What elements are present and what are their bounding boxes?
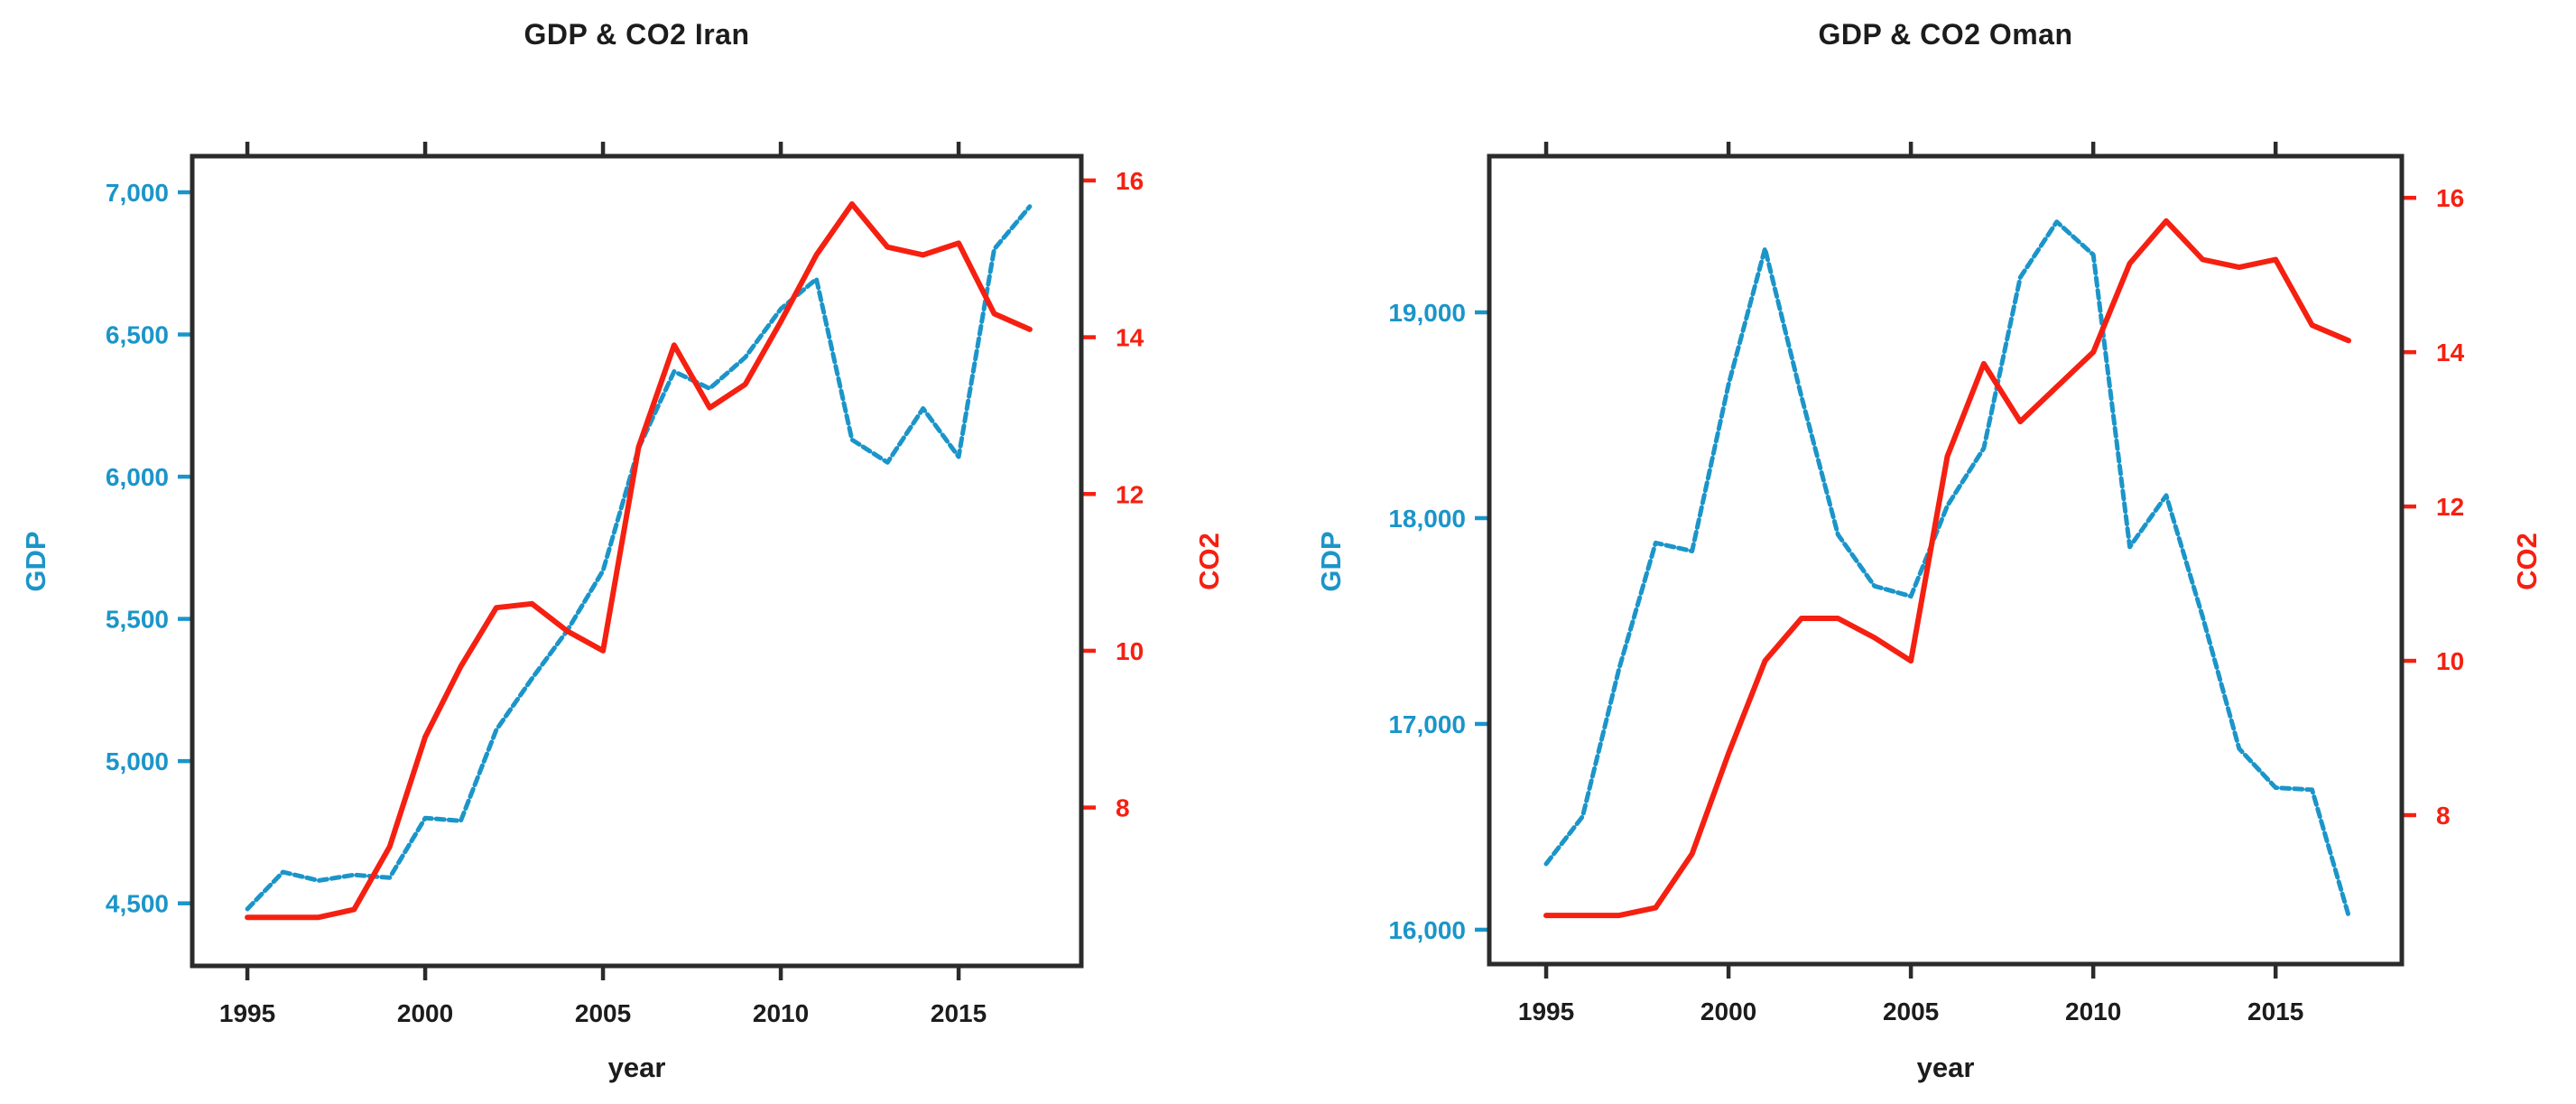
y-left-ticks: 16,000 17,000 18,000 19,000 <box>1388 299 1489 944</box>
chart-title-oman: GDP & CO2 Oman <box>1818 18 2073 51</box>
y-right-tick-label: 16 <box>1116 167 1144 195</box>
co2-line <box>1543 218 2351 919</box>
x-axis-label-year: year <box>1916 1052 1975 1083</box>
x-axis-ticks: 1995 2000 2005 2010 2015 <box>1518 142 2303 1025</box>
y-left-tick-label: 16,000 <box>1388 916 1466 944</box>
y-axis-label-co2: CO2 <box>2511 533 2543 590</box>
y-right-ticks: 8 10 12 14 16 <box>2402 184 2465 830</box>
x-tick-label: 2010 <box>753 999 809 1027</box>
x-tick-label: 1995 <box>219 999 275 1027</box>
x-tick-label: 2005 <box>575 999 631 1027</box>
x-tick-label: 2000 <box>397 999 453 1027</box>
x-tick-label: 2000 <box>1700 997 1756 1025</box>
y-left-tick-label: 18,000 <box>1388 505 1466 533</box>
y-left-tick-label: 19,000 <box>1388 299 1466 327</box>
y-left-tick-label: 7,000 <box>106 179 169 207</box>
plot-area-oman: 1995 2000 2005 2010 2015 16,000 17,000 18,000 19… <box>1388 142 2465 1025</box>
chart-title-iran: GDP & CO2 Iran <box>524 18 750 51</box>
y-right-tick-label: 10 <box>2436 647 2464 675</box>
co2-line <box>245 201 1033 921</box>
x-tick-label: 2005 <box>1883 997 1939 1025</box>
y-left-tick-label: 5,500 <box>106 606 169 634</box>
plot-frame <box>190 153 1084 969</box>
x-tick-label: 2015 <box>931 999 987 1027</box>
y-left-tick-label: 17,000 <box>1388 710 1466 738</box>
y-left-tick-label: 4,500 <box>106 890 169 918</box>
x-axis-ticks: 1995 2000 2005 2010 2015 <box>219 142 987 1027</box>
x-tick-label: 2010 <box>2065 997 2121 1025</box>
y-right-ticks: 8 10 12 14 16 <box>1081 167 1144 822</box>
y-left-tick-label: 6,000 <box>106 463 169 491</box>
x-axis-label-year: year <box>607 1052 666 1083</box>
plot-frame <box>1487 153 2405 967</box>
y-right-tick-label: 8 <box>1116 794 1130 822</box>
chart-panel-iran: 1995 2000 2005 2010 2015 4,500 5,000 5,500 6,000… <box>20 18 1225 1083</box>
gdp-line <box>245 204 1033 912</box>
y-axis-label-gdp: GDP <box>20 531 51 592</box>
chart-panel-oman: 1995 2000 2005 2010 2015 16,000 17,000 18,000 19… <box>1288 0 2576 1104</box>
x-tick-label: 2015 <box>2247 997 2303 1025</box>
x-tick-label: 1995 <box>1518 997 1574 1025</box>
plot-area-iran: 1995 2000 2005 2010 2015 4,500 5,000 5,500 6,000… <box>106 142 1144 1027</box>
y-right-tick-label: 12 <box>1116 480 1144 508</box>
y-left-tick-label: 6,500 <box>106 321 169 349</box>
y-right-tick-label: 14 <box>2436 339 2465 366</box>
y-right-tick-label: 10 <box>1116 637 1144 665</box>
y-right-tick-label: 12 <box>2436 493 2464 521</box>
y-right-tick-label: 14 <box>1116 324 1144 352</box>
y-axis-label-gdp: GDP <box>1315 531 1347 592</box>
y-left-tick-label: 5,000 <box>106 747 169 775</box>
y-right-tick-label: 16 <box>2436 184 2464 212</box>
gdp-line <box>1543 219 2351 918</box>
y-axis-label-co2: CO2 <box>1193 533 1225 590</box>
y-right-tick-label: 8 <box>2436 802 2451 830</box>
y-left-ticks: 4,500 5,000 5,500 6,000 6,500 7,000 <box>106 179 192 918</box>
